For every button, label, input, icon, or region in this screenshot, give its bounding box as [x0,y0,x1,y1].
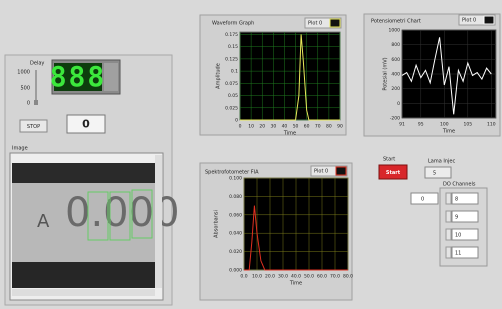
y-tick-label: 0.075 [225,81,238,87]
x-tick-label: 40.0 [291,274,301,280]
x-tick-label: 40 [282,124,288,130]
x-tick-label: 10.0 [252,274,262,280]
slider-thumb[interactable] [34,100,38,105]
y-tick-label: 0.1 [231,69,238,75]
y-axis-label: Potesial (mV) [383,57,389,90]
slider-tick: 1000 [17,70,30,76]
x-axis-label: Time [289,281,302,287]
x-tick-label: 30 [270,124,276,130]
y-tick-label: 0.05 [228,93,238,99]
front-panel: Delay 1000 500 0 888 STOP 0 Image A 0.00… [0,0,502,309]
legend-text: Plot 0 [314,169,328,175]
graph-title: Spektrofotometer FIA [205,170,259,176]
x-tick-label: 100 [440,122,449,128]
y-tick-label: 0.040 [229,231,242,237]
do-channel-spin [446,211,451,222]
lama-injeksi-value: 5 [433,171,436,177]
y-tick-label: 200 [391,86,400,92]
x-tick-label: 20.0 [265,274,275,280]
y-tick-label: 0 [235,118,238,124]
x-tick-label: 95 [418,122,424,128]
x-tick-label: 91 [399,122,405,128]
graph-title: Potensiometri Chart [371,19,421,25]
numeric-control[interactable] [411,193,438,204]
legend-swatch [336,167,346,175]
stop-indicator: 0 [82,118,90,131]
y-tick-label: 0.000 [229,268,242,274]
x-tick-label: 60 [304,124,310,130]
do-channel-value: 9 [455,215,458,221]
image-letter: A [37,211,50,232]
x-axis-label: Time [442,129,455,135]
legend-text: Plot 0 [308,21,322,27]
y-tick-label: 0.060 [229,212,242,218]
x-tick-label: 30.0 [278,274,288,280]
x-tick-label: 70 [315,124,321,130]
legend-swatch [330,19,340,27]
x-tick-label: 10 [248,124,254,130]
x-tick-label: 80 [326,124,332,130]
y-tick-label: 0.080 [229,194,242,200]
scrollbar-v[interactable] [155,155,162,288]
do-channel-value: 11 [455,251,461,257]
y-axis-label: Absorbansi [214,210,220,238]
y-tick-label: 0.020 [229,249,242,255]
do-channel-spin [446,229,451,240]
y-tick-label: 1000 [389,28,401,34]
image-dark-top [12,163,155,183]
stop-button-text[interactable]: STOP [27,124,40,130]
slider-tick: 0 [27,101,30,107]
y-tick-label: 800 [391,42,400,48]
y-tick-label: 0.025 [225,105,238,111]
do-channels-label: DO Channels [443,182,476,188]
y-tick-label: 400 [391,72,400,78]
lama-injeksi-box [425,167,451,178]
legend-text: Plot 0 [462,18,476,24]
slider-tick: 500 [20,86,30,92]
x-tick-label: 110 [487,122,496,128]
legend-swatch [484,16,494,24]
do-channel-spin [446,247,451,258]
x-tick-label: 60.0 [317,274,327,280]
x-tick-label: 0 [239,124,242,130]
lama-injeksi-label: Lama Injec [428,159,455,165]
image-dark-bottom [12,262,155,288]
page: Delay 1000 500 0 888 STOP 0 Image A 0.00… [0,0,502,309]
x-tick-label: 0.0 [240,274,247,280]
y-tick-label: 0 [397,101,400,107]
x-tick-label: 50 [293,124,299,130]
y-tick-label: 0.125 [225,56,238,62]
image-label: Image [12,146,28,152]
y-tick-label: 0.100 [229,176,242,182]
do-channel-value: 10 [455,233,461,239]
x-tick-label: 105 [464,122,473,128]
x-tick-label: 50.0 [304,274,314,280]
y-tick-label: 0.15 [228,44,238,50]
plot-area [240,32,340,120]
y-tick-label: -200 [390,116,400,122]
graph-title: Waveform Graph [212,21,254,27]
do-channel-spin [446,193,451,204]
delay-label: Delay [30,61,44,67]
y-tick-label: 0.175 [225,32,238,38]
x-axis-label: Time [283,131,296,137]
numeric-control-value: 0 [421,197,424,203]
x-tick-label: 90 [337,124,343,130]
start-button-text[interactable]: Start [386,170,401,176]
start-label: Start [383,157,395,163]
led-digits: 888 [50,60,107,93]
x-tick-label: 80.0 [343,274,353,280]
y-tick-label: 600 [391,57,400,63]
do-channel-value: 8 [455,197,458,203]
scrollbar-h[interactable] [12,289,155,296]
x-tick-label: 70.0 [330,274,340,280]
image-reading: 0.000 [65,190,180,236]
y-axis-label: Amplitude [216,63,222,89]
x-tick-label: 20 [259,124,265,130]
